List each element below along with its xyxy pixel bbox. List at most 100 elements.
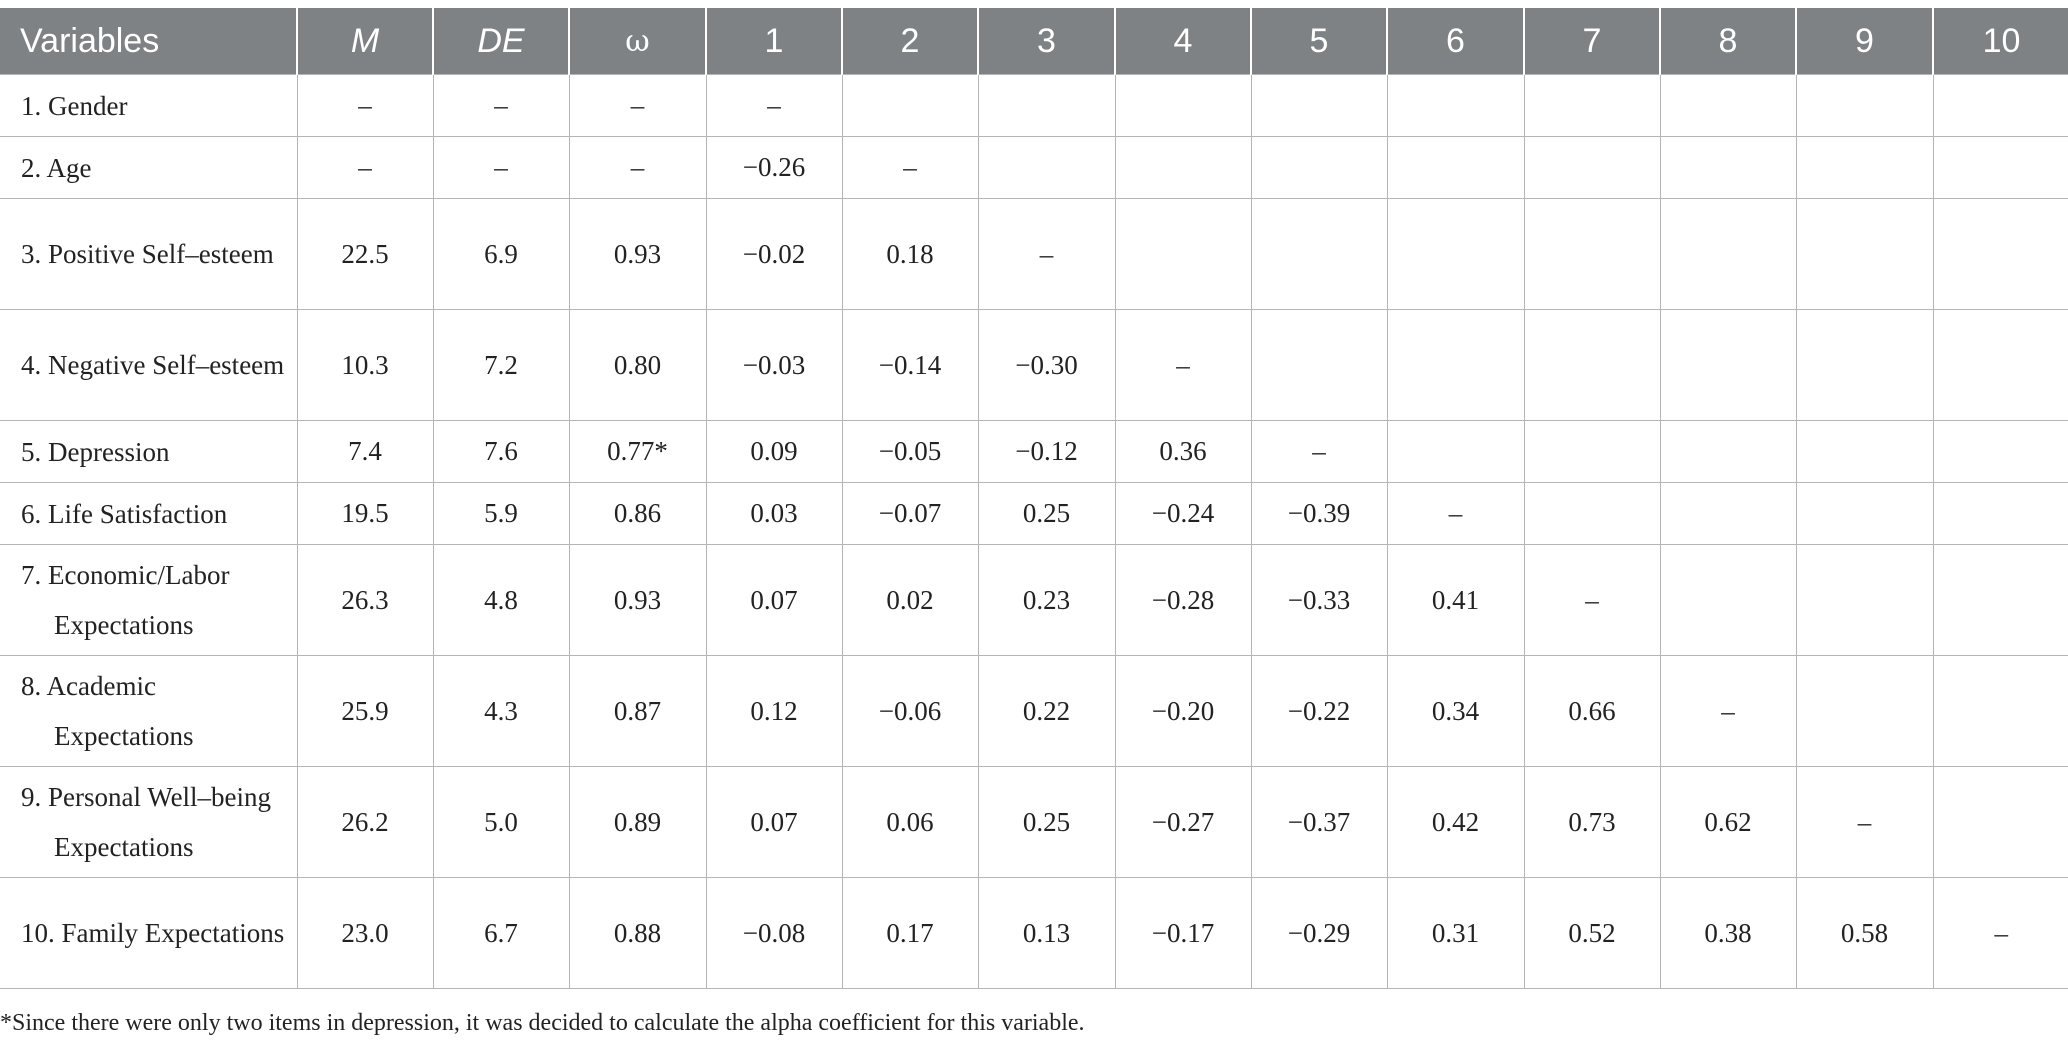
table-cell: −0.26 bbox=[705, 136, 843, 199]
table-cell: – bbox=[1795, 766, 1934, 878]
row-label-cell: 6. Life Satisfaction bbox=[0, 482, 298, 545]
table-cell: – bbox=[1250, 420, 1388, 483]
row-label-cell: 1. Gender bbox=[0, 74, 298, 137]
row-label-cell: 5. Depression bbox=[0, 420, 298, 483]
row-label: 2. Age bbox=[21, 152, 92, 183]
row-label: 5. Depression bbox=[21, 436, 170, 467]
table-cell: 7.4 bbox=[296, 420, 434, 483]
row-label: 6. Life Satisfaction bbox=[21, 498, 228, 529]
row-label: 8. Academic Expectations bbox=[21, 671, 194, 751]
table-cell: 0.73 bbox=[1523, 766, 1661, 878]
table-cell bbox=[1795, 482, 1934, 545]
correlation-table-container: Variables M DE ω 1 2 3 4 5 6 7 8 9 10 1.… bbox=[0, 8, 2068, 989]
table-cell: – bbox=[432, 136, 570, 199]
header-col-6: 6 bbox=[1386, 8, 1524, 75]
header-sd: DE bbox=[432, 8, 569, 75]
table-cell: – bbox=[296, 74, 434, 137]
table-cell: – bbox=[1386, 482, 1525, 545]
table-cell: −0.22 bbox=[1250, 655, 1388, 767]
table-cell: 0.02 bbox=[841, 544, 979, 656]
table-cell: −0.14 bbox=[841, 309, 979, 421]
header-col-7: 7 bbox=[1523, 8, 1660, 75]
table-body: 1. Gender – – – –2. Age – – – −0.26–3. Positive … bbox=[0, 74, 2068, 989]
header-row: Variables M DE ω 1 2 3 4 5 6 7 8 9 10 bbox=[0, 8, 2068, 75]
row-label-cell: 2. Age bbox=[0, 136, 298, 199]
header-mean: M bbox=[296, 8, 433, 75]
table-cell: 0.03 bbox=[705, 482, 843, 545]
table-cell bbox=[1659, 420, 1797, 483]
table-row: 9. Personal Well–being Expectations 26.2 5… bbox=[0, 766, 2068, 878]
table-cell bbox=[1659, 544, 1797, 656]
table-cell bbox=[1932, 309, 2068, 421]
table-cell: 0.52 bbox=[1523, 877, 1661, 989]
table-cell: 0.58 bbox=[1795, 877, 1934, 989]
row-label-cell: 10. Family Expectations bbox=[0, 877, 298, 989]
table-cell bbox=[1795, 309, 1934, 421]
table-cell bbox=[841, 74, 979, 137]
table-cell: 0.38 bbox=[1659, 877, 1797, 989]
table-cell: 0.13 bbox=[977, 877, 1116, 989]
table-cell: 0.80 bbox=[568, 309, 707, 421]
table-cell: 10.3 bbox=[296, 309, 434, 421]
row-label: 1. Gender bbox=[21, 90, 128, 121]
table-cell: 0.25 bbox=[977, 766, 1116, 878]
row-label: 7. Economic/Labor Expectations bbox=[21, 560, 230, 640]
table-cell: 0.42 bbox=[1386, 766, 1525, 878]
table-cell: −0.02 bbox=[705, 198, 843, 310]
header-omega: ω bbox=[568, 8, 706, 75]
table-cell bbox=[1659, 136, 1797, 199]
table-cell: −0.39 bbox=[1250, 482, 1388, 545]
table-cell bbox=[1114, 136, 1252, 199]
table-cell: 0.93 bbox=[568, 544, 707, 656]
table-cell: −0.29 bbox=[1250, 877, 1388, 989]
table-cell: 5.0 bbox=[432, 766, 570, 878]
table-row: 8. Academic Expectations 25.9 4.3 0.87 0.12−… bbox=[0, 655, 2068, 767]
table-cell: 0.36 bbox=[1114, 420, 1252, 483]
correlation-table: Variables M DE ω 1 2 3 4 5 6 7 8 9 10 1.… bbox=[0, 8, 2068, 989]
row-label-cell: 3. Positive Self–esteem bbox=[0, 198, 298, 310]
table-cell bbox=[1250, 136, 1388, 199]
table-cell: 25.9 bbox=[296, 655, 434, 767]
table-row: 1. Gender – – – – bbox=[0, 74, 2068, 137]
table-cell: −0.06 bbox=[841, 655, 979, 767]
row-label: 4. Negative Self–esteem bbox=[21, 350, 285, 380]
table-cell bbox=[1795, 74, 1934, 137]
table-cell bbox=[1386, 309, 1525, 421]
table-cell bbox=[1114, 74, 1252, 137]
table-cell bbox=[1932, 544, 2068, 656]
header-col-10: 10 bbox=[1932, 8, 2068, 75]
table-footnote: *Since there were only two items in depr… bbox=[0, 1010, 1085, 1036]
table-cell: 0.09 bbox=[705, 420, 843, 483]
table-cell bbox=[1932, 482, 2068, 545]
table-cell: 0.86 bbox=[568, 482, 707, 545]
table-cell: −0.03 bbox=[705, 309, 843, 421]
table-cell bbox=[1795, 655, 1934, 767]
table-cell bbox=[1386, 420, 1525, 483]
row-label-cell: 4. Negative Self–esteem bbox=[0, 309, 298, 421]
table-cell: – bbox=[705, 74, 843, 137]
table-cell: 0.17 bbox=[841, 877, 979, 989]
table-cell: 7.6 bbox=[432, 420, 570, 483]
table-cell bbox=[1250, 74, 1388, 137]
table-cell bbox=[1386, 198, 1525, 310]
table-cell bbox=[1386, 136, 1525, 199]
table-cell: 0.89 bbox=[568, 766, 707, 878]
table-cell: – bbox=[1523, 544, 1661, 656]
row-label: 3. Positive Self–esteem bbox=[21, 239, 274, 269]
table-cell: 0.23 bbox=[977, 544, 1116, 656]
header-col-3: 3 bbox=[977, 8, 1115, 75]
header-col-1: 1 bbox=[705, 8, 842, 75]
table-cell bbox=[1659, 74, 1797, 137]
table-cell bbox=[1114, 198, 1252, 310]
table-cell bbox=[1659, 482, 1797, 545]
table-cell: 0.18 bbox=[841, 198, 979, 310]
row-label-cell: 7. Economic/Labor Expectations bbox=[0, 544, 298, 656]
table-cell bbox=[1932, 136, 2068, 199]
table-cell: 23.0 bbox=[296, 877, 434, 989]
table-cell: 0.88 bbox=[568, 877, 707, 989]
table-cell: −0.12 bbox=[977, 420, 1116, 483]
table-cell: 0.93 bbox=[568, 198, 707, 310]
table-cell: 0.06 bbox=[841, 766, 979, 878]
row-label: 10. Family Expectations bbox=[21, 918, 285, 948]
table-cell: −0.28 bbox=[1114, 544, 1252, 656]
